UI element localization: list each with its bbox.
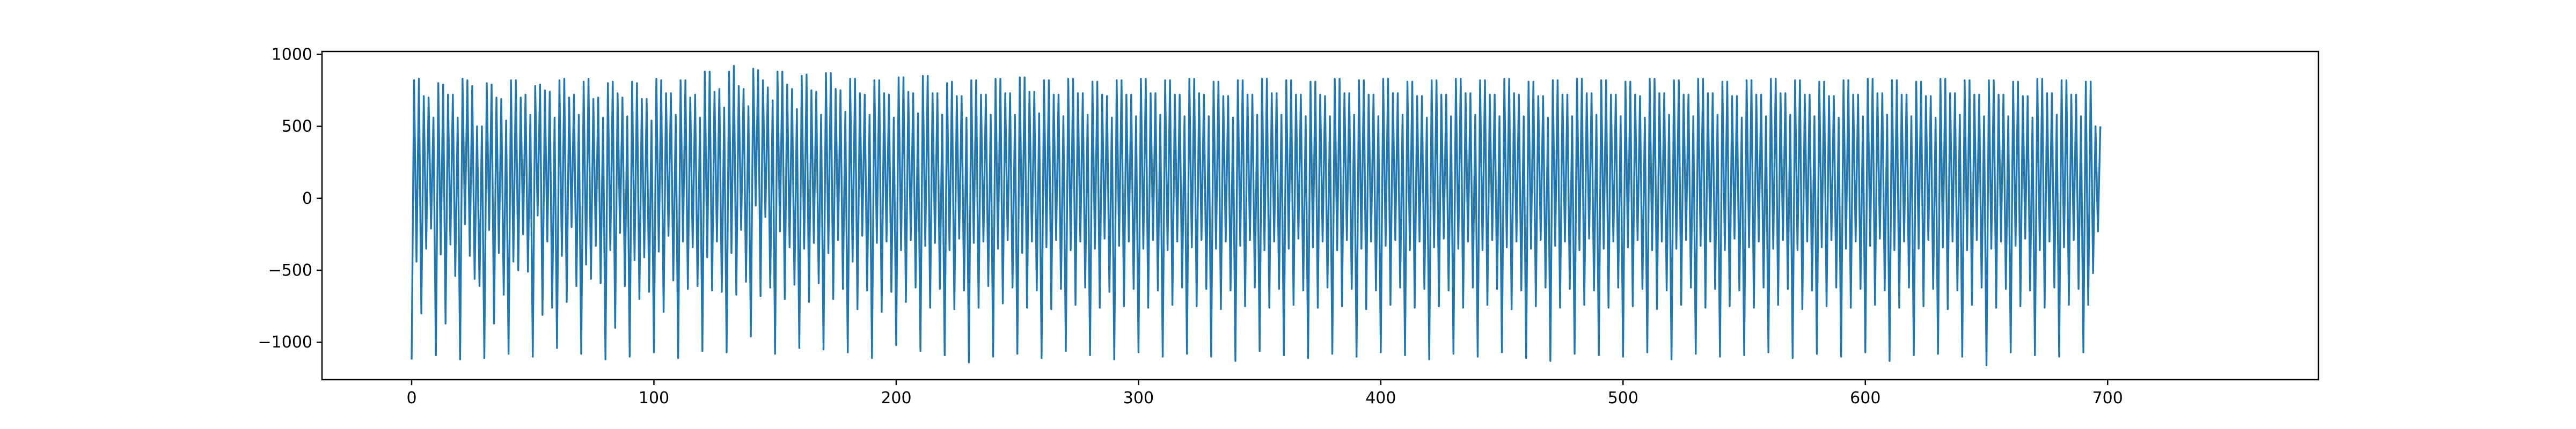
x-tick-label: 100 (639, 389, 669, 408)
series-line-0 (411, 65, 2102, 366)
x-tick-label: 300 (1123, 389, 1154, 408)
y-tick-label: 1000 (272, 45, 312, 64)
x-axis: 0 100 200 300 400 500 600 700 (406, 380, 2123, 408)
x-tick-label: 700 (2092, 389, 2123, 408)
x-tick-label: 400 (1365, 389, 1396, 408)
x-tick-label: 600 (1850, 389, 1880, 408)
y-tick-label: −500 (268, 261, 312, 280)
x-tick-label: 200 (881, 389, 911, 408)
y-tick-label: −1000 (258, 333, 312, 352)
plot-frame (321, 50, 2319, 381)
series-layer (411, 65, 2102, 366)
x-tick-label: 500 (1608, 389, 1638, 408)
y-tick-label: 0 (302, 189, 312, 208)
x-tick-label: 0 (406, 389, 416, 408)
y-tick-label: 500 (282, 117, 312, 136)
y-axis: −1000 −500 0 500 1000 (258, 45, 322, 352)
